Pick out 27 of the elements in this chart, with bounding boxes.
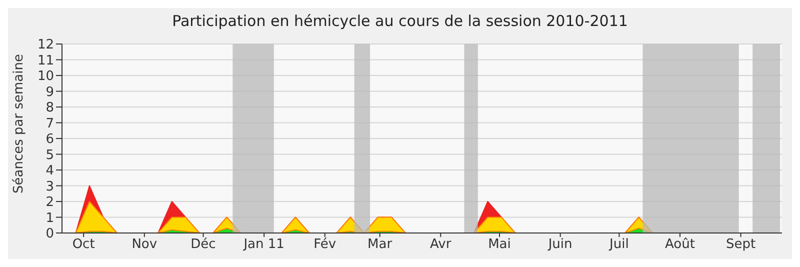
y-tick-label: 10: [37, 69, 54, 84]
x-tick-label: Déc: [190, 237, 216, 252]
y-tick-label: 11: [37, 53, 54, 68]
x-tick-label: Fév: [314, 237, 336, 252]
y-tick-label: 4: [46, 164, 54, 179]
x-tick-label: Août: [665, 237, 695, 252]
x-tick-label: Nov: [132, 237, 158, 252]
x-tick-label: Juil: [608, 237, 629, 252]
x-tick-label: Mai: [488, 237, 511, 252]
y-tick-label: 7: [46, 116, 54, 132]
y-axis-title: Séances par semaine: [12, 54, 27, 194]
y-tick-label: 9: [46, 84, 54, 100]
x-tick-label: Sept: [726, 237, 756, 252]
x-tick-label: Jan 11: [242, 237, 284, 252]
y-tick-label: 3: [46, 179, 54, 194]
y-tick-label: 1: [46, 210, 54, 226]
y-tick-label: 5: [46, 148, 54, 163]
x-tick-label: Juin: [547, 237, 572, 252]
y-tick-label: 8: [46, 100, 54, 116]
x-tick-label: Avr: [430, 237, 452, 252]
y-tick-label: 6: [46, 132, 54, 148]
y-tick-label: 0: [46, 226, 54, 242]
chart-title: Participation en hémicycle au cours de la session 2010-2011: [171, 11, 629, 32]
y-tick-label: 2: [46, 195, 54, 210]
y-tick-label: 12: [37, 38, 54, 53]
x-tick-label: Mar: [368, 237, 393, 252]
x-tick-label: Oct: [72, 237, 95, 252]
